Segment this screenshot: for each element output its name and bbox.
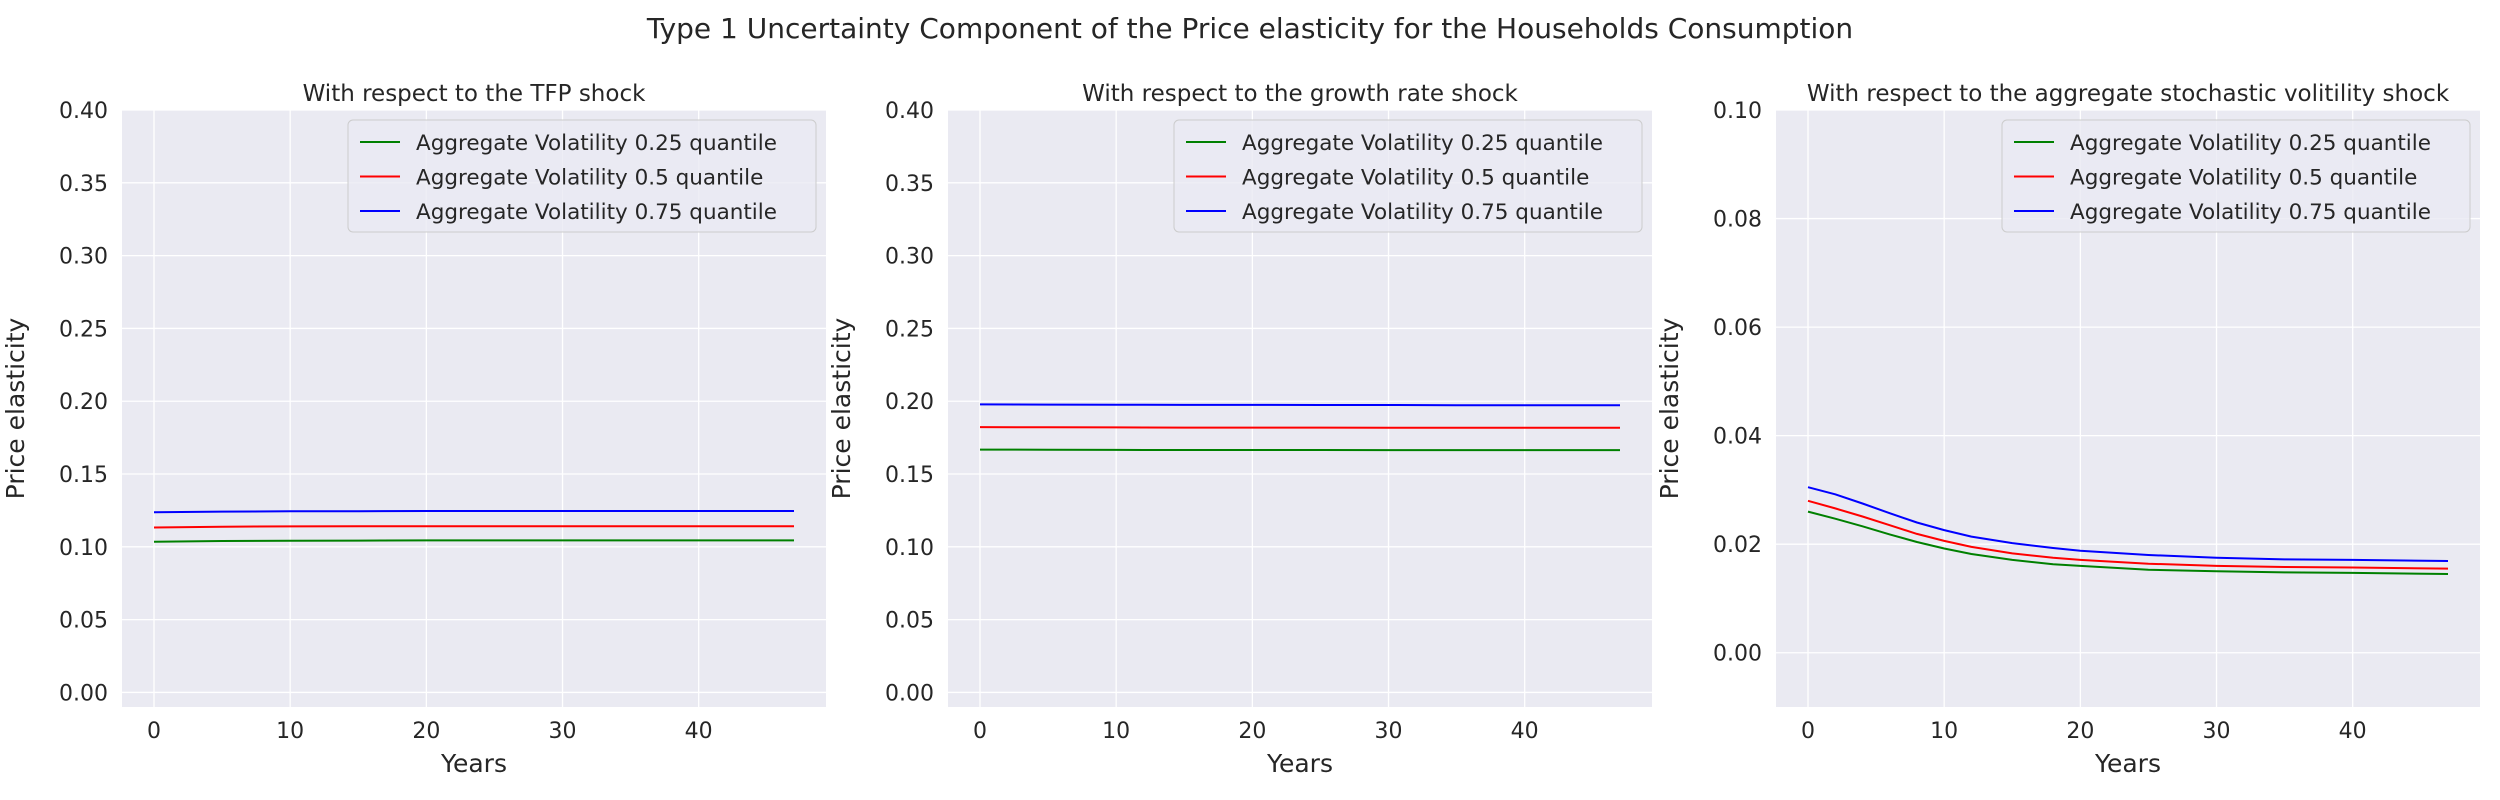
y-tick-label: 0.30 <box>59 245 108 270</box>
series-line-1 <box>1807 510 2449 575</box>
series-line-3 <box>1807 486 2449 562</box>
x-tick-label: 40 <box>685 719 713 744</box>
legend-label: Aggregate Volatility 0.75 quantile <box>416 200 777 225</box>
series-line-1 <box>153 539 794 543</box>
x-axis-label: Years <box>2094 749 2161 778</box>
legend-frame <box>347 119 817 233</box>
legend-label: Aggregate Volatility 0.75 quantile <box>1242 200 1603 225</box>
x-tick-label: 20 <box>1238 719 1266 744</box>
y-tick-label: 0.35 <box>885 172 934 197</box>
y-tick-label: 0.02 <box>1713 533 1762 558</box>
y-tick-label: 0.05 <box>885 609 934 634</box>
x-axis-label: Years <box>1266 749 1333 778</box>
legend-label: Aggregate Volatility 0.25 quantile <box>1242 131 1603 156</box>
series-line-1 <box>979 448 1620 452</box>
y-tick-label: 0.25 <box>885 317 934 342</box>
legend-label: Aggregate Volatility 0.25 quantile <box>2070 131 2431 156</box>
y-tick-label: 0.20 <box>59 390 108 415</box>
series-line-2 <box>1807 499 2449 570</box>
legend-label: Aggregate Volatility 0.5 quantile <box>2070 166 2417 191</box>
x-tick-label: 30 <box>2203 719 2231 744</box>
y-tick-label: 0.10 <box>885 536 934 561</box>
x-tick-label: 10 <box>1930 719 1958 744</box>
legend: Aggregate Volatility 0.25 quantile Aggreg… <box>347 119 817 233</box>
y-tick-label: 0.00 <box>59 681 108 706</box>
legend-label: Aggregate Volatility 0.5 quantile <box>416 166 763 191</box>
y-tick-label: 0.10 <box>1713 99 1762 124</box>
x-tick-label: 30 <box>1375 719 1403 744</box>
legend-label: Aggregate Volatility 0.5 quantile <box>1242 166 1589 191</box>
x-axis-label: Years <box>440 749 507 778</box>
y-tick-label: 0.15 <box>885 463 934 488</box>
series-line-3 <box>153 510 794 514</box>
legend: Aggregate Volatility 0.25 quantile Aggreg… <box>1173 119 1643 233</box>
x-tick-label: 20 <box>2066 719 2094 744</box>
panel-title: With respect to the growth rate shock <box>1082 81 1518 107</box>
y-tick-label: 0.10 <box>59 536 108 561</box>
x-tick-label: 20 <box>412 719 440 744</box>
x-tick-label: 10 <box>1102 719 1130 744</box>
chart-panel-2: 0.00 0.05 0.10 0.15 0.20 0.25 0.30 0.35 0.40 0 10 2… <box>827 81 1652 778</box>
panel-title: With respect to the aggregate stochastic… <box>1807 81 2450 107</box>
x-tick-label: 40 <box>2339 719 2367 744</box>
y-tick-label: 0.04 <box>1713 425 1762 450</box>
legend-label: Aggregate Volatility 0.75 quantile <box>2070 200 2431 225</box>
panel-title: With respect to the TFP shock <box>303 81 647 107</box>
series-line-3 <box>979 403 1620 407</box>
y-tick-label: 0.00 <box>885 681 934 706</box>
y-tick-label: 0.30 <box>885 245 934 270</box>
x-tick-label: 0 <box>1801 719 1815 744</box>
x-tick-label: 40 <box>1511 719 1539 744</box>
legend-frame <box>1173 119 1643 233</box>
y-tick-label: 0.40 <box>59 99 108 124</box>
y-tick-label: 0.08 <box>1713 208 1762 233</box>
chart-panel-1: 0.00 0.05 0.10 0.15 0.20 0.25 0.30 0.35 0.40 0 10 2… <box>1 81 826 778</box>
legend-frame <box>2001 119 2471 233</box>
y-tick-label: 0.15 <box>59 463 108 488</box>
y-tick-label: 0.40 <box>885 99 934 124</box>
legend-label: Aggregate Volatility 0.25 quantile <box>416 131 777 156</box>
x-tick-label: 10 <box>276 719 304 744</box>
x-tick-label: 0 <box>973 719 987 744</box>
y-tick-label: 0.00 <box>1713 642 1762 667</box>
y-axis-label: Price elasticity <box>827 317 856 499</box>
chart-panel-3: 0.00 0.02 0.04 0.06 0.08 0.10 0 10 20 30 40 With re… <box>1655 81 2480 778</box>
y-axis-label: Price elasticity <box>1655 317 1684 499</box>
y-tick-label: 0.05 <box>59 609 108 634</box>
y-tick-label: 0.35 <box>59 172 108 197</box>
y-tick-label: 0.06 <box>1713 316 1762 341</box>
series-line-2 <box>153 525 794 529</box>
series-line-2 <box>979 426 1620 429</box>
x-tick-label: 0 <box>147 719 161 744</box>
y-tick-label: 0.20 <box>885 390 934 415</box>
legend: Aggregate Volatility 0.25 quantile Aggreg… <box>2001 119 2471 233</box>
y-axis-label: Price elasticity <box>1 317 30 499</box>
x-tick-label: 30 <box>549 719 577 744</box>
y-tick-label: 0.25 <box>59 317 108 342</box>
figure-title: Type 1 Uncertainty Component of the Pric… <box>646 12 1853 45</box>
